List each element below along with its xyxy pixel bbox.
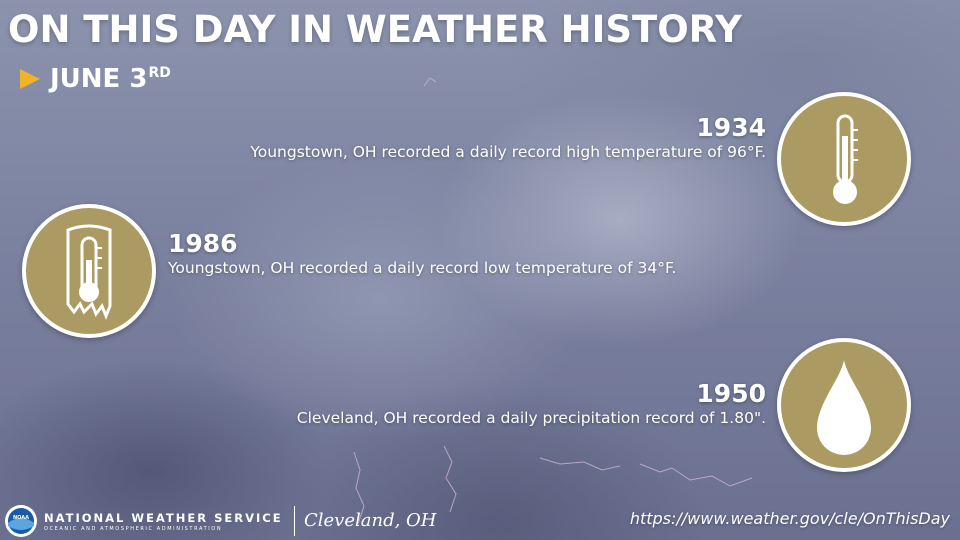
event-1950: 1950 Cleveland, OH recorded a daily prec… bbox=[297, 380, 766, 428]
event-description: Youngstown, OH recorded a daily record h… bbox=[250, 143, 766, 161]
event-description: Youngstown, OH recorded a daily record l… bbox=[168, 259, 677, 277]
event-year: 1986 bbox=[168, 229, 238, 258]
event-description: Cleveland, OH recorded a daily precipita… bbox=[296, 409, 766, 427]
thermometer-icon bbox=[833, 114, 858, 204]
event-year: 1950 bbox=[696, 379, 766, 408]
noaa-logo-icon: NOAA bbox=[5, 505, 37, 537]
frozen-thermometer-icon bbox=[66, 224, 112, 321]
org-name: NATIONAL WEATHER SERVICE bbox=[44, 511, 283, 525]
logo-text: NOAA bbox=[13, 515, 29, 521]
raindrop-icon bbox=[817, 360, 871, 455]
date-row: JUNE 3RD bbox=[20, 64, 171, 94]
office-name: Cleveland, OH bbox=[304, 510, 437, 531]
event-year: 1934 bbox=[696, 113, 766, 142]
event-1986: 1986 Youngstown, OH recorded a daily rec… bbox=[168, 230, 676, 278]
date-label: JUNE 3RD bbox=[50, 64, 171, 94]
raindrop-badge bbox=[777, 338, 911, 472]
frozen-thermometer-badge bbox=[22, 204, 156, 338]
date-main: JUNE 3 bbox=[50, 64, 148, 94]
thermometer-badge bbox=[777, 92, 911, 226]
play-arrow-icon bbox=[20, 69, 40, 89]
event-1934: 1934 Youngstown, OH recorded a daily rec… bbox=[250, 114, 766, 162]
date-suffix: RD bbox=[148, 65, 171, 82]
page-title: ON THIS DAY IN WEATHER HISTORY bbox=[8, 8, 742, 51]
footer-divider bbox=[294, 506, 295, 536]
page-url[interactable]: https://www.weather.gov/cle/OnThisDay bbox=[629, 509, 950, 528]
org-subtitle: OCEANIC AND ATMOSPHERIC ADMINISTRATION bbox=[44, 526, 223, 532]
